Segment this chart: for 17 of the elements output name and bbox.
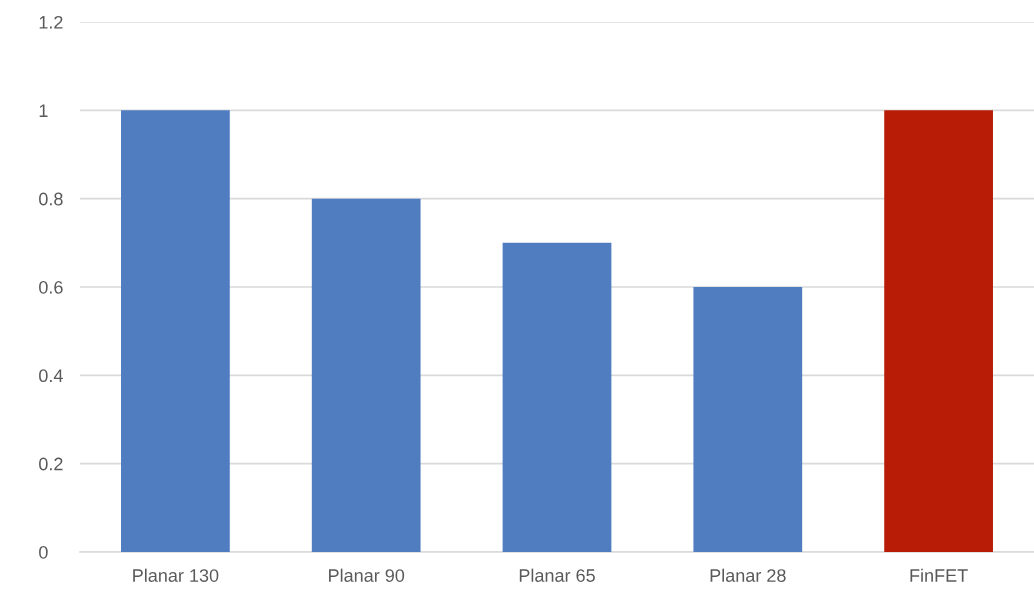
bar bbox=[884, 110, 993, 552]
y-tick-label: 1 bbox=[39, 104, 48, 117]
y-tick-label: 0 bbox=[39, 545, 48, 559]
y-tick-label: 0.8 bbox=[39, 192, 63, 206]
x-tick-label: Planar 28 bbox=[710, 568, 786, 582]
bar bbox=[121, 110, 230, 552]
y-tick-label: 0.2 bbox=[39, 457, 63, 471]
x-tick-label: Planar 90 bbox=[329, 568, 405, 582]
x-tick-label: Planar 65 bbox=[519, 568, 595, 582]
y-tick-label: 0.6 bbox=[39, 280, 63, 294]
y-tick-label: 0.4 bbox=[39, 369, 63, 383]
bar bbox=[311, 198, 421, 552]
bar bbox=[693, 287, 803, 552]
x-tick-label: Planar 130 bbox=[133, 568, 219, 582]
bar bbox=[502, 242, 612, 552]
y-tick-label: 1.2 bbox=[39, 15, 63, 29]
x-tick-label: FinFET bbox=[910, 568, 968, 582]
